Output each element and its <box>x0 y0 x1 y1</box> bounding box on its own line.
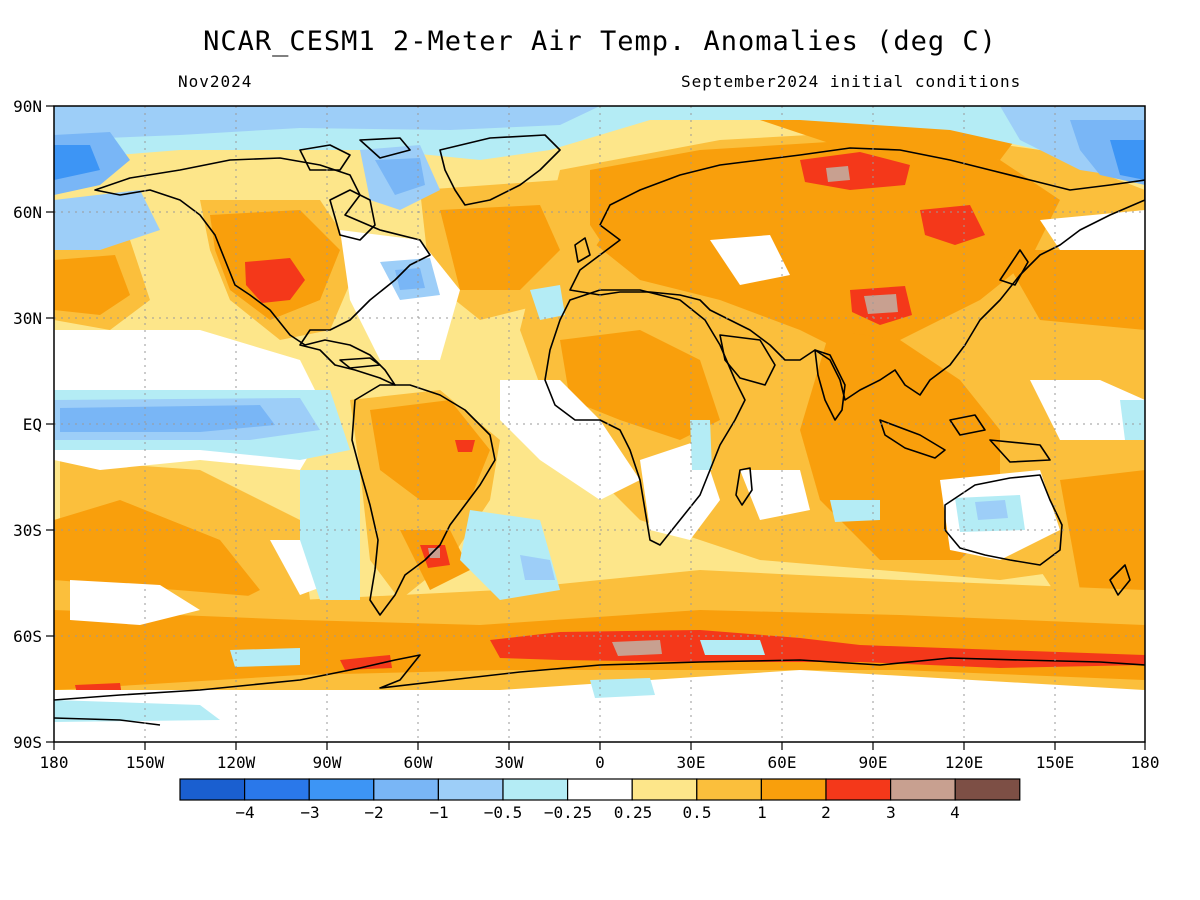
colorbar-swatch <box>437 778 504 801</box>
colorbar-swatch <box>502 778 569 801</box>
colorbar-label: 0.5 <box>683 803 712 822</box>
colorbar-swatch <box>566 778 633 801</box>
lat-label: EQ <box>23 415 42 434</box>
lat-labels: 90N 60N 30N EQ 30S 60S 90S <box>13 97 42 752</box>
colorbar-label: 4 <box>950 803 960 822</box>
lat-label: 60N <box>13 203 42 222</box>
lon-label: 120W <box>217 753 256 772</box>
colorbar-swatch <box>889 778 956 801</box>
lon-label: 120E <box>945 753 984 772</box>
map-title: NCAR_CESM1 2-Meter Air Temp. Anomalies (… <box>203 26 997 57</box>
colorbar-swatch <box>696 778 762 801</box>
colorbar-swatch <box>179 778 246 801</box>
lon-label: 90W <box>313 753 342 772</box>
lat-label: 90S <box>13 733 42 752</box>
lon-label: 60E <box>768 753 797 772</box>
lon-label: 60W <box>404 753 433 772</box>
lat-label: 30N <box>13 309 42 328</box>
colorbar-swatch <box>760 778 827 801</box>
lon-label: 180 <box>1131 753 1160 772</box>
colorbar-swatch <box>631 778 698 801</box>
colorbar-label: −2 <box>364 803 383 822</box>
lon-label: 30E <box>677 753 706 772</box>
lon-label: 150W <box>126 753 165 772</box>
lon-label: 30W <box>495 753 524 772</box>
colorbar-labels: −4 −3 −2 −1 −0.5 −0.25 0.25 0.5 1 2 3 4 <box>235 803 959 822</box>
lon-label: 90E <box>859 753 888 772</box>
colorbar-label: 3 <box>886 803 896 822</box>
lon-labels: 180 150W 120W 90W 60W 30W 0 30E 60E 90E … <box>40 753 1160 772</box>
axis-ticks <box>46 105 1146 750</box>
lat-label: 90N <box>13 97 42 116</box>
colorbar-label: −1 <box>429 803 448 822</box>
forecast-month: Nov2024 <box>178 72 253 91</box>
colorbar-label: 1 <box>757 803 767 822</box>
colorbar-label: −4 <box>235 803 254 822</box>
colorbar-label: −0.25 <box>544 803 592 822</box>
colorbar-swatch <box>308 778 375 801</box>
colorbar-swatch <box>373 778 439 801</box>
colorbar-label: −0.5 <box>484 803 523 822</box>
lat-label: 30S <box>13 521 42 540</box>
colorbar-swatch <box>954 778 1021 801</box>
graticule <box>54 106 1145 742</box>
colorbar-label: −3 <box>300 803 319 822</box>
colorbar-label: 2 <box>821 803 831 822</box>
colorbar-swatch <box>825 778 892 801</box>
lon-label: 180 <box>40 753 69 772</box>
lon-label: 150E <box>1036 753 1075 772</box>
coastlines <box>54 134 1145 726</box>
lat-label: 60S <box>13 627 42 646</box>
colorbar <box>179 778 1021 801</box>
lon-label: 0 <box>595 753 605 772</box>
initial-conditions: September2024 initial conditions <box>681 72 1022 91</box>
colorbar-label: 0.25 <box>614 803 653 822</box>
colorbar-swatch <box>244 778 310 801</box>
